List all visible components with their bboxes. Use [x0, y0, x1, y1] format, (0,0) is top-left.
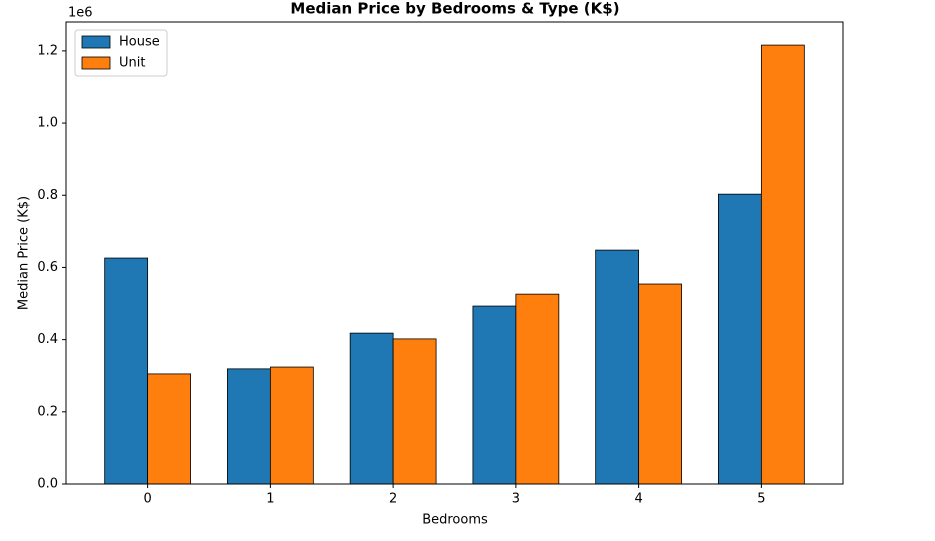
legend-label: Unit — [119, 56, 145, 71]
x-tick-label: 0 — [143, 492, 151, 507]
chart-title: Median Price by Bedrooms & Type (K$) — [290, 0, 619, 18]
bar — [392, 338, 437, 485]
y-offset-label: 1e6 — [68, 6, 93, 21]
legend-label: House — [119, 35, 160, 50]
x-tick-label: 5 — [757, 492, 765, 507]
bar — [227, 368, 271, 485]
x-tick-label: 4 — [634, 492, 642, 507]
bar — [472, 305, 517, 485]
y-tick-label: 0.6 — [37, 260, 58, 275]
bar — [638, 283, 682, 485]
bar — [269, 366, 314, 485]
y-axis-label: Median Price (K$) — [17, 196, 32, 310]
y-tick-label: 0.4 — [37, 332, 58, 347]
x-tick-label: 2 — [389, 492, 397, 507]
plot-frame — [65, 21, 844, 485]
bar — [595, 249, 640, 485]
y-tick-label: 1.2 — [37, 43, 58, 58]
bar — [515, 293, 560, 485]
y-tick-label: 0.8 — [37, 188, 58, 203]
x-axis-label: Bedrooms — [422, 513, 488, 528]
legend-swatch — [81, 35, 111, 49]
y-tick-label: 0.2 — [37, 404, 58, 419]
x-tick-label: 1 — [266, 492, 274, 507]
y-tick-label: 0.0 — [37, 477, 58, 492]
legend-swatch — [81, 56, 111, 70]
bar — [147, 373, 191, 485]
y-tick-label: 1.0 — [37, 116, 58, 131]
bar — [718, 193, 762, 485]
x-tick-label: 3 — [512, 492, 520, 507]
bar — [349, 332, 394, 485]
bar — [104, 257, 149, 485]
bar — [760, 44, 805, 485]
